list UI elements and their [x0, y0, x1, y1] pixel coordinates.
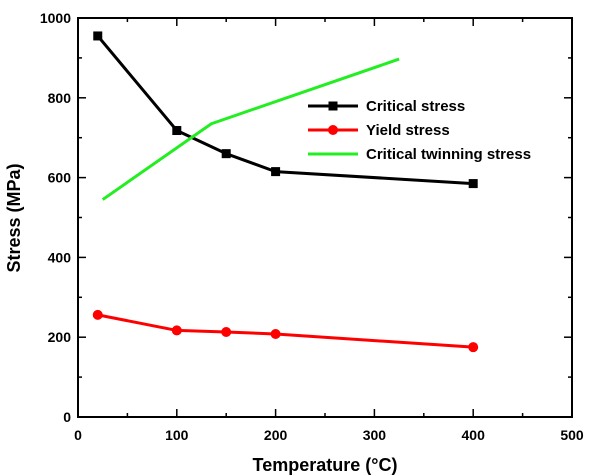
series-0 — [93, 31, 478, 189]
legend: Critical stress Yield stress Critical twin… — [308, 98, 531, 163]
legend-label: Critical twinning stress — [366, 146, 531, 163]
series-layer — [92, 31, 479, 353]
series-line — [101, 57, 400, 201]
x-tick-label: 400 — [462, 427, 486, 443]
legend-label: Critical stress — [366, 98, 465, 115]
data-point — [221, 149, 231, 159]
y-axis-title: Stress (MPa) — [4, 163, 24, 272]
y-tick-label: 0 — [63, 409, 71, 425]
legend-label: Yield stress — [366, 122, 450, 139]
y-tick-label: 600 — [48, 170, 72, 186]
plot-frame — [77, 17, 573, 418]
series-2 — [101, 57, 400, 201]
x-tick-label: 100 — [165, 427, 189, 443]
legend-item: Critical stress — [308, 98, 465, 115]
data-point — [171, 325, 182, 336]
x-tick-label: 0 — [74, 427, 82, 443]
y-tick-label: 800 — [48, 90, 72, 106]
legend-item: Critical twinning stress — [308, 146, 531, 163]
data-point — [92, 309, 103, 320]
axis-tick-labels: 0 100 200 300 400 500 0 200 400 600 800 1000 — [40, 10, 584, 443]
y-tick-label: 1000 — [40, 10, 71, 26]
x-axis-title: Temperature (°C) — [253, 455, 398, 475]
data-point — [221, 327, 232, 338]
legend-item: Yield stress — [308, 122, 450, 139]
data-point — [93, 31, 103, 41]
data-point — [270, 329, 281, 340]
x-tick-label: 300 — [363, 427, 387, 443]
data-point — [468, 179, 478, 189]
y-tick-label: 200 — [48, 329, 72, 345]
series-1 — [92, 309, 479, 353]
x-tick-label: 200 — [264, 427, 288, 443]
legend-marker — [328, 125, 338, 135]
axis-ticks — [77, 17, 573, 418]
data-point — [468, 342, 479, 353]
data-point — [172, 126, 182, 136]
y-tick-label: 400 — [48, 249, 72, 265]
legend-marker — [328, 101, 338, 111]
x-tick-label: 500 — [560, 427, 584, 443]
data-point — [271, 167, 281, 177]
series-line — [97, 313, 474, 349]
